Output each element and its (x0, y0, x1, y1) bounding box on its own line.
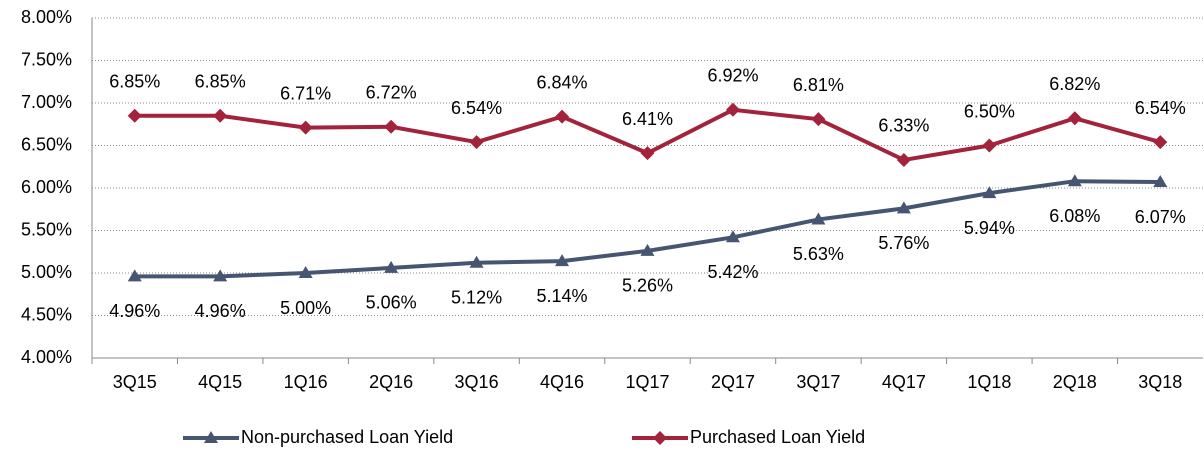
data-label: 5.94% (964, 218, 1015, 238)
data-label: 5.00% (280, 298, 331, 318)
data-point (298, 120, 313, 135)
data-point (298, 266, 313, 278)
y-tick-label: 7.50% (21, 49, 72, 69)
data-label: 5.06% (366, 293, 417, 313)
data-label: 6.50% (964, 101, 1015, 121)
data-point (1067, 111, 1082, 126)
x-tick-label: 1Q18 (967, 372, 1011, 392)
data-point (811, 212, 826, 225)
data-label: 6.85% (109, 72, 160, 92)
data-point (725, 230, 740, 243)
data-point (555, 254, 570, 267)
data-label: 6.82% (1049, 74, 1100, 94)
data-label: 4.96% (109, 301, 160, 321)
data-point (555, 109, 570, 124)
x-tick-label: 3Q16 (455, 372, 499, 392)
data-label: 6.54% (1135, 98, 1186, 118)
data-label: 6.92% (707, 66, 758, 86)
x-tick-label: 4Q17 (882, 372, 926, 392)
data-label: 5.76% (878, 233, 929, 253)
y-tick-label: 5.50% (21, 219, 72, 239)
data-label: 6.72% (366, 83, 417, 103)
x-tick-label: 4Q16 (540, 372, 584, 392)
y-tick-label: 8.00% (21, 7, 72, 27)
data-label: 6.81% (793, 75, 844, 95)
data-label: 6.71% (280, 83, 331, 103)
data-label: 5.42% (707, 262, 758, 282)
data-label: 6.54% (451, 98, 502, 118)
x-tick-label: 4Q15 (198, 372, 242, 392)
data-point (1067, 174, 1082, 187)
data-point (640, 243, 655, 256)
data-point (725, 102, 740, 117)
y-tick-label: 6.50% (21, 134, 72, 154)
y-tick-label: 4.00% (21, 347, 72, 367)
data-point (127, 269, 142, 282)
x-tick-label: 1Q17 (625, 372, 669, 392)
data-point (896, 152, 911, 167)
data-label: 5.12% (451, 288, 502, 308)
data-label: 6.08% (1049, 206, 1100, 226)
x-tick-label: 3Q18 (1138, 372, 1182, 392)
data-point (1153, 175, 1168, 188)
legend-marker (653, 431, 667, 445)
data-label: 5.14% (537, 286, 588, 306)
y-tick-label: 5.00% (21, 262, 72, 282)
legend-label: Purchased Loan Yield (690, 427, 865, 447)
data-point (982, 186, 997, 199)
data-label: 6.41% (622, 109, 673, 129)
data-label: 6.07% (1135, 207, 1186, 227)
data-point (640, 146, 655, 161)
data-point (811, 112, 826, 127)
data-label: 6.85% (195, 72, 246, 92)
data-point (982, 138, 997, 153)
y-tick-label: 4.50% (21, 304, 72, 324)
data-label: 6.33% (878, 116, 929, 136)
data-point (384, 119, 399, 134)
data-point (213, 269, 228, 282)
data-point (213, 108, 228, 123)
y-tick-label: 7.00% (21, 92, 72, 112)
x-tick-label: 2Q18 (1053, 372, 1097, 392)
data-point (384, 260, 399, 273)
data-point (1153, 135, 1168, 150)
x-tick-label: 1Q16 (284, 372, 328, 392)
legend-label: Non-purchased Loan Yield (241, 427, 453, 447)
data-point (896, 201, 911, 214)
x-tick-label: 3Q15 (113, 372, 157, 392)
x-tick-label: 2Q16 (369, 372, 413, 392)
data-label: 5.63% (793, 244, 844, 264)
x-tick-label: 2Q17 (711, 372, 755, 392)
data-point (127, 108, 142, 123)
data-point (469, 135, 484, 150)
legend-marker (204, 431, 218, 443)
data-label: 4.96% (195, 301, 246, 321)
data-label: 6.84% (537, 72, 588, 92)
y-tick-label: 6.00% (21, 177, 72, 197)
x-tick-label: 3Q17 (796, 372, 840, 392)
data-label: 5.26% (622, 276, 673, 296)
data-point (469, 255, 484, 268)
